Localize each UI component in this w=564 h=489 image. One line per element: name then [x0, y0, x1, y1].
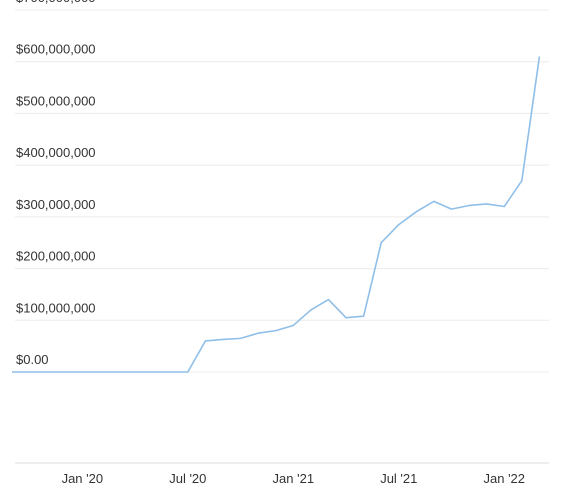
y-tick-label: $200,000,000 [16, 249, 96, 264]
x-tick-label: Jan '20 [62, 471, 104, 486]
x-tick-label: Jan '21 [273, 471, 315, 486]
y-tick-label: $700,000,000 [16, 0, 96, 5]
series-line [12, 56, 541, 373]
y-tick-label: $400,000,000 [16, 145, 96, 160]
y-tick-label: $100,000,000 [16, 300, 96, 315]
y-tick-label: $300,000,000 [16, 197, 96, 212]
y-tick-label: $0.00 [16, 352, 49, 367]
x-tick-label: Jul '20 [169, 471, 206, 486]
y-tick-label: $500,000,000 [16, 93, 96, 108]
x-tick-label: Jul '21 [380, 471, 417, 486]
y-tick-label: $600,000,000 [16, 42, 96, 57]
x-tick-label: Jan '22 [484, 471, 526, 486]
